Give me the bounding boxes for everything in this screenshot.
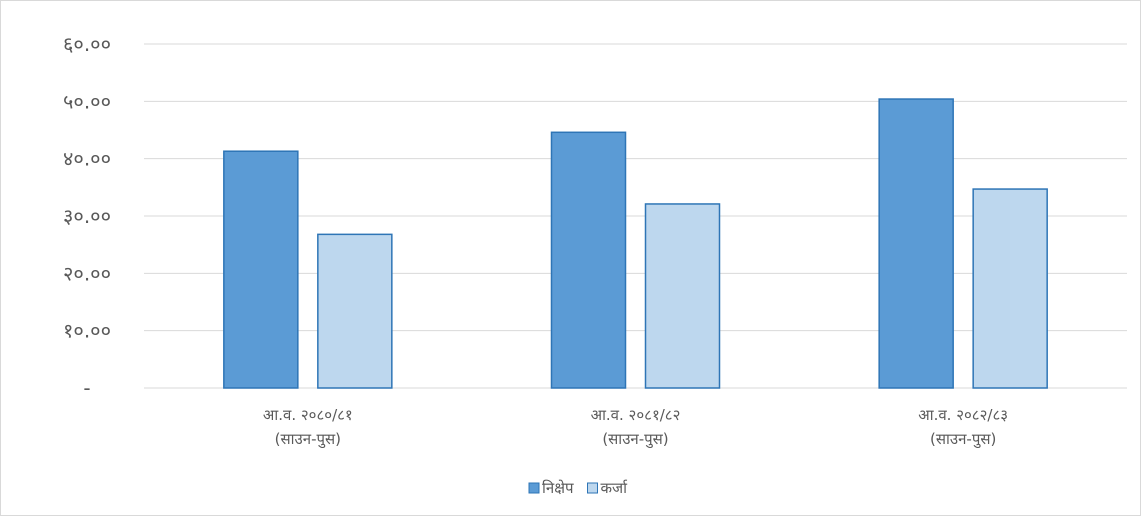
x-category-label: आ.व. २०८१/८२ — [591, 406, 681, 424]
bar-deposit — [223, 150, 299, 389]
legend-label: निक्षेप — [542, 479, 574, 497]
legend-label: कर्जा — [601, 479, 629, 497]
bar-loan — [317, 233, 393, 389]
y-tick-label: १०.०० — [63, 319, 111, 343]
y-tick-label: ६०.०० — [63, 32, 111, 56]
x-category-label: आ.व. २०८०/८१ — [263, 406, 353, 424]
legend: निक्षेप कर्जा — [528, 479, 629, 497]
bar-deposit — [878, 98, 954, 389]
gridlines — [144, 43, 1127, 389]
y-tick-label: ३०.०० — [63, 204, 111, 228]
y-tick-label: २०.०० — [63, 261, 111, 285]
legend-swatch — [528, 482, 540, 494]
x-axis-categories: आ.व. २०८०/८१ (साउन-पुस) आ.व. २०८१/८२ (साउन-… — [263, 406, 1008, 449]
legend-swatch — [587, 482, 598, 494]
bar-loan — [644, 203, 721, 389]
x-category-label: (साउन-पुस) — [930, 430, 996, 449]
bar-deposit — [550, 131, 627, 389]
x-category-label: (साउन-पुस) — [602, 430, 668, 449]
y-tick-label: ४०.०० — [63, 147, 111, 171]
y-tick-label: ५०.०० — [63, 89, 111, 113]
bars — [223, 98, 1048, 389]
x-category-label: (साउन-पुस) — [275, 430, 341, 449]
x-category-label: आ.व. २०८२/८३ — [918, 406, 1008, 424]
bar-loan — [972, 188, 1048, 389]
y-axis-ticks: - १०.०० २०.०० ३०.०० ४०.०० ५०.०० ६०.०० — [63, 32, 111, 400]
y-tick-label: - — [83, 376, 90, 400]
